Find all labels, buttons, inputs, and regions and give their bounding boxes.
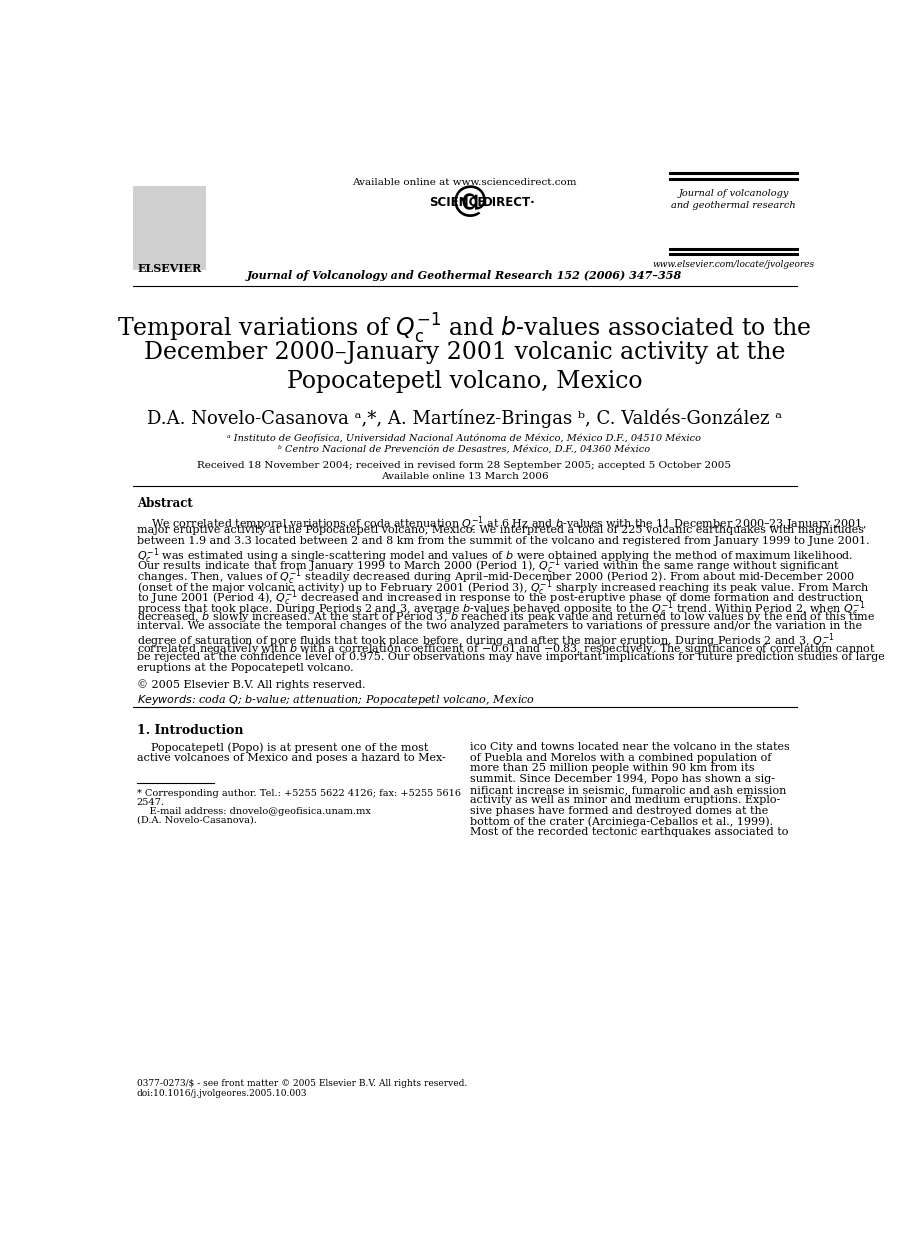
Text: Received 18 November 2004; received in revised form 28 September 2005; accepted : Received 18 November 2004; received in r… xyxy=(198,462,731,470)
Text: ico City and towns located near the volcano in the states: ico City and towns located near the volc… xyxy=(470,743,790,753)
Text: process that took place. During Periods 2 and 3, average $b$-values behaved oppo: process that took place. During Periods … xyxy=(137,599,865,619)
Text: Available online 13 March 2006: Available online 13 March 2006 xyxy=(381,472,548,480)
Text: ᵇ Centro Nacional de Prevención de Desastres, México, D.F., 04360 México: ᵇ Centro Nacional de Prevención de Desas… xyxy=(278,444,650,454)
Text: between 1.9 and 3.3 located between 2 and 8 km from the summit of the volcano an: between 1.9 and 3.3 located between 2 an… xyxy=(137,536,869,546)
Text: sive phases have formed and destroyed domes at the: sive phases have formed and destroyed do… xyxy=(470,806,768,816)
Text: 0377-0273/$ - see front matter © 2005 Elsevier B.V. All rights reserved.: 0377-0273/$ - see front matter © 2005 El… xyxy=(137,1078,467,1088)
Text: Popocatepetl volcano, Mexico: Popocatepetl volcano, Mexico xyxy=(287,370,642,394)
Text: Our results indicate that from January 1999 to March 2000 (Period 1), $Q_c^{-1}$: Our results indicate that from January 1… xyxy=(137,557,840,577)
Text: to June 2001 (Period 4), $Q_c^{-1}$ decreased and increased in response to the p: to June 2001 (Period 4), $Q_c^{-1}$ decr… xyxy=(137,589,863,608)
Text: eruptions at the Popocatepetl volcano.: eruptions at the Popocatepetl volcano. xyxy=(137,664,353,673)
Text: @: @ xyxy=(452,184,488,218)
Text: major eruptive activity at the Popocatepetl volcano, Mexico. We interpreted a to: major eruptive activity at the Popocatep… xyxy=(137,525,863,535)
Text: Journal of volcanology
and geothermal research: Journal of volcanology and geothermal re… xyxy=(671,188,795,210)
Text: correlated negatively with $b$ with a correlation coefficient of −0.61 and −0.83: correlated negatively with $b$ with a co… xyxy=(137,641,875,656)
Text: (onset of the major volcanic activity) up to February 2001 (Period 3), $Q_c^{-1}: (onset of the major volcanic activity) u… xyxy=(137,578,869,598)
Text: be rejected at the confidence level of 0.975. Our observations may have importan: be rejected at the confidence level of 0… xyxy=(137,652,884,662)
Text: interval. We associate the temporal changes of the two analyzed parameters to va: interval. We associate the temporal chan… xyxy=(137,620,862,630)
Text: nificant increase in seismic, fumarolic and ash emission: nificant increase in seismic, fumarolic … xyxy=(470,785,786,795)
Text: doi:10.1016/j.jvolgeores.2005.10.003: doi:10.1016/j.jvolgeores.2005.10.003 xyxy=(137,1088,307,1098)
Text: $\it{Keywords}$: coda $Q$; $b$-value; attenuation; Popocatepetl volcano, Mexico: $\it{Keywords}$: coda $Q$; $b$-value; at… xyxy=(137,693,534,707)
Text: activity as well as minor and medium eruptions. Explo-: activity as well as minor and medium eru… xyxy=(470,795,780,806)
Text: decreased, $b$ slowly increased. At the start of Period 3, $b$ reached its peak : decreased, $b$ slowly increased. At the … xyxy=(137,610,874,624)
Text: summit. Since December 1994, Popo has shown a sig-: summit. Since December 1994, Popo has sh… xyxy=(470,774,775,784)
Text: 2547.: 2547. xyxy=(137,797,165,807)
Text: more than 25 million people within 90 km from its: more than 25 million people within 90 km… xyxy=(470,764,755,774)
Text: Most of the recorded tectonic earthquakes associated to: Most of the recorded tectonic earthquake… xyxy=(470,827,788,837)
Text: (D.A. Novelo-Casanova).: (D.A. Novelo-Casanova). xyxy=(137,816,257,825)
Text: ᵃ Instituto de Geofísica, Universidad Nacional Autónoma de México, México D.F., : ᵃ Instituto de Geofísica, Universidad Na… xyxy=(228,433,701,443)
Text: * Corresponding author. Tel.: +5255 5622 4126; fax: +5255 5616: * Corresponding author. Tel.: +5255 5622… xyxy=(137,789,461,799)
Text: changes. Then, values of $Q_c^{-1}$ steadily decreased during April–mid-December: changes. Then, values of $Q_c^{-1}$ stea… xyxy=(137,567,854,587)
Text: DIRECT·: DIRECT· xyxy=(483,196,536,209)
Text: E-mail address: dnovelo@geofisica.unam.mx: E-mail address: dnovelo@geofisica.unam.m… xyxy=(137,807,370,816)
Text: Popocatepetl (Popo) is at present one of the most: Popocatepetl (Popo) is at present one of… xyxy=(137,743,428,753)
Text: We correlated temporal variations of coda attenuation $Q_c^{-1}$ at 6 Hz and $b$: We correlated temporal variations of cod… xyxy=(137,514,866,534)
Text: Abstract: Abstract xyxy=(137,496,192,510)
Text: D.A. Novelo-Casanova ᵃ,*, A. Martínez-Bringas ᵇ, C. Valdés-González ᵃ: D.A. Novelo-Casanova ᵃ,*, A. Martínez-Br… xyxy=(147,409,782,428)
Bar xyxy=(132,186,207,270)
Text: www.elsevier.com/locate/jvolgeores: www.elsevier.com/locate/jvolgeores xyxy=(652,260,814,269)
Text: Journal of Volcanology and Geothermal Research 152 (2006) 347–358: Journal of Volcanology and Geothermal Re… xyxy=(247,270,682,281)
Text: Available online at www.sciencedirect.com: Available online at www.sciencedirect.co… xyxy=(352,178,577,187)
Text: December 2000–January 2001 volcanic activity at the: December 2000–January 2001 volcanic acti… xyxy=(143,340,785,364)
Text: 1. Introduction: 1. Introduction xyxy=(137,724,243,737)
Text: of Puebla and Morelos with a combined population of: of Puebla and Morelos with a combined po… xyxy=(470,753,771,763)
Text: © 2005 Elsevier B.V. All rights reserved.: © 2005 Elsevier B.V. All rights reserved… xyxy=(137,680,366,690)
Text: Temporal variations of $Q_{\rm c}^{-1}$ and $b$-values associated to the: Temporal variations of $Q_{\rm c}^{-1}$ … xyxy=(117,312,812,345)
Text: active volcanoes of Mexico and poses a hazard to Mex-: active volcanoes of Mexico and poses a h… xyxy=(137,753,445,763)
Text: degree of saturation of pore fluids that took place before, during and after the: degree of saturation of pore fluids that… xyxy=(137,631,834,651)
Text: bottom of the crater (Arciniega-Ceballos et al., 1999).: bottom of the crater (Arciniega-Ceballos… xyxy=(470,817,773,827)
Text: $Q_c^{-1}$ was estimated using a single-scattering model and values of $b$ were : $Q_c^{-1}$ was estimated using a single-… xyxy=(137,546,853,566)
Text: ELSEVIER: ELSEVIER xyxy=(138,262,202,274)
Text: SCIENCE: SCIENCE xyxy=(429,196,485,209)
